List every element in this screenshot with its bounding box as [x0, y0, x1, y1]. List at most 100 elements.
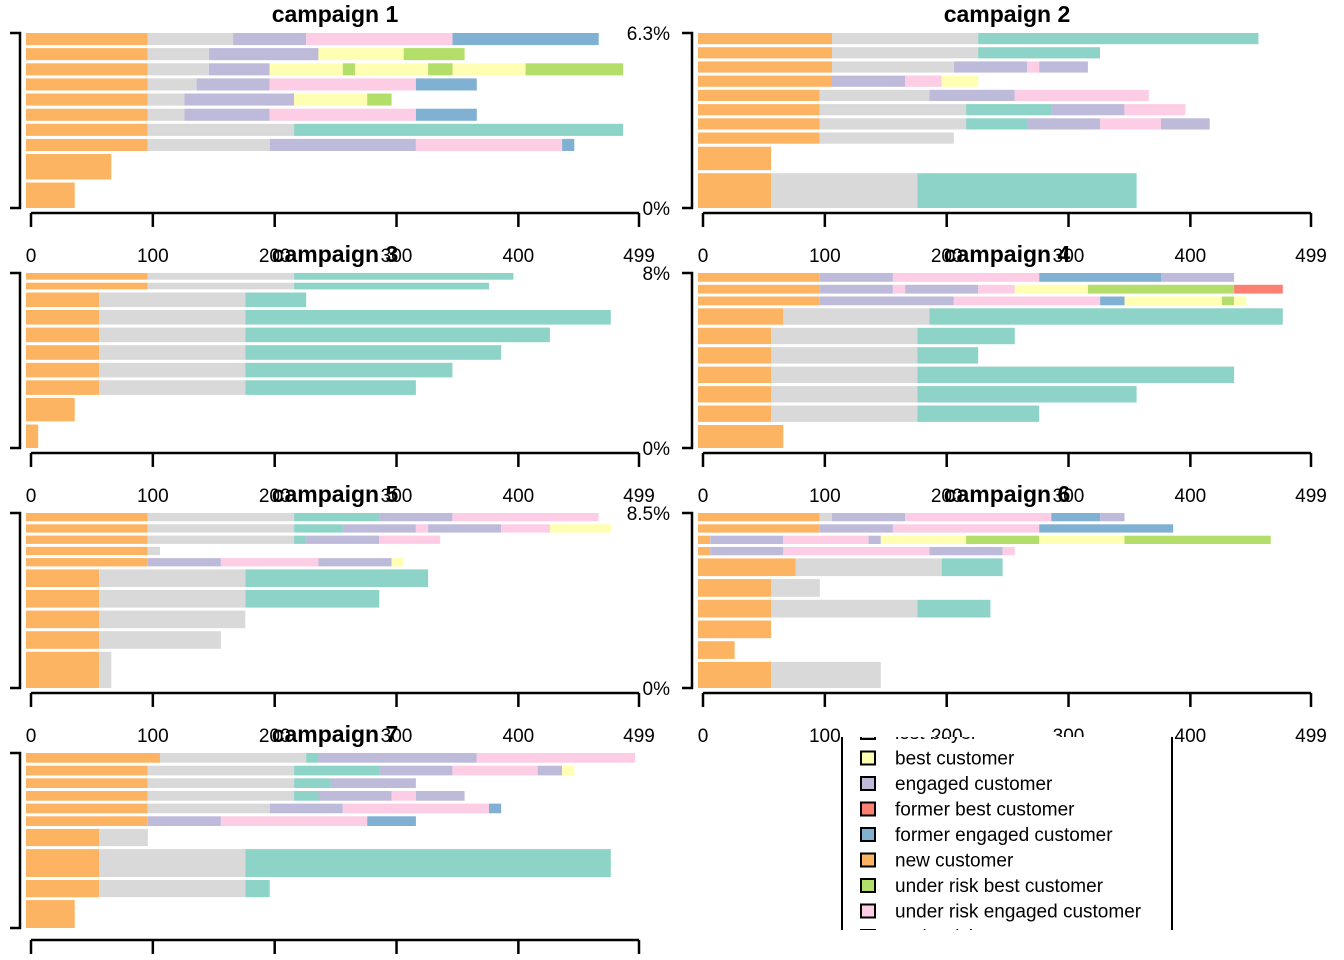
x-tick-label: 400	[1175, 726, 1207, 747]
segment-new	[26, 397, 75, 422]
segment-urnew	[99, 569, 246, 587]
segment-new	[698, 366, 772, 383]
x-tick-label: 0	[26, 486, 37, 507]
segment-best	[1014, 284, 1088, 294]
legend-swatch-new	[860, 852, 876, 868]
segment-lost	[245, 880, 270, 898]
segment-new	[698, 61, 832, 73]
sequence-row	[26, 380, 416, 395]
segment-new	[698, 599, 772, 618]
sequence-row	[698, 118, 1210, 130]
sequence-row	[26, 292, 307, 308]
legend-swatch-eng	[860, 776, 876, 791]
segment-new	[26, 123, 148, 136]
segment-eng	[832, 513, 906, 522]
x-tick-label: 100	[809, 726, 841, 747]
segment-new	[26, 78, 148, 91]
segment-eng	[342, 524, 416, 533]
segment-new	[698, 327, 772, 345]
sequence-row	[26, 778, 416, 788]
x-tick-label: 200	[259, 726, 291, 747]
legend-label: former best customer	[895, 800, 1075, 821]
x-tick-label: 0	[698, 486, 709, 507]
segment-urbest	[403, 48, 465, 61]
segment-eng	[819, 296, 954, 306]
segment-lost	[294, 778, 331, 788]
segment-new	[26, 182, 75, 208]
segment-feng	[415, 108, 477, 121]
segment-feng	[489, 803, 502, 814]
right-top-label: 6.3%	[627, 24, 670, 45]
segment-new	[698, 547, 711, 556]
segment-new	[698, 661, 772, 688]
sequence-row	[698, 558, 1003, 577]
sequence-row	[26, 108, 477, 121]
sequence-row	[698, 146, 772, 171]
sequence-row	[26, 345, 502, 360]
segment-urnew	[147, 513, 294, 522]
x-tick-label: 499	[623, 246, 655, 267]
legend-swatch-urbest	[860, 878, 876, 893]
segment-urnew	[99, 590, 246, 608]
segment-urnew	[819, 104, 966, 116]
segment-lost	[294, 123, 624, 136]
sequence-row	[26, 849, 611, 877]
segment-new	[698, 535, 711, 544]
segment-ureng	[220, 558, 319, 567]
sequence-row	[26, 765, 575, 776]
legend-label: under risk new customer	[895, 927, 1103, 948]
segment-lost	[294, 524, 343, 533]
segment-eng	[208, 63, 270, 76]
segment-urnew	[99, 362, 246, 378]
legend-swatch-fbest	[860, 801, 876, 817]
segment-urbest	[1221, 296, 1235, 306]
sequence-row	[698, 308, 1283, 325]
panel-title: campaign 2	[944, 1, 1071, 27]
segment-urnew	[147, 778, 294, 788]
segment-new	[26, 282, 148, 290]
legend-swatch-feng	[860, 827, 876, 842]
segment-new	[26, 273, 148, 280]
right-top-label: 8%	[643, 264, 671, 285]
segment-eng	[306, 535, 380, 544]
sequence-row	[698, 513, 1125, 522]
segment-eng	[710, 547, 784, 556]
segment-new	[26, 651, 100, 688]
segment-ureng	[269, 108, 416, 121]
segment-ureng	[220, 816, 368, 826]
segment-new	[698, 47, 832, 59]
segment-feng	[452, 33, 599, 46]
segment-urbest	[342, 63, 355, 76]
segment-new	[698, 620, 772, 639]
segment-lost	[294, 282, 489, 290]
segment-new	[26, 753, 160, 763]
segment-eng	[868, 535, 881, 544]
panel-title: campaign 5	[272, 481, 399, 507]
sequence-row	[698, 173, 1137, 208]
sequence-row	[698, 104, 1186, 116]
segment-eng	[415, 791, 465, 801]
segment-lost	[978, 33, 1259, 45]
segment-eng	[710, 535, 784, 544]
sequence-row	[698, 535, 1271, 544]
segment-new	[26, 310, 100, 325]
segment-eng	[184, 93, 295, 106]
segment-new	[26, 900, 75, 928]
segment-new	[26, 880, 100, 898]
segment-urnew	[771, 386, 918, 403]
segment-best	[1234, 296, 1247, 306]
segment-new	[698, 33, 832, 45]
x-tick-label: 100	[809, 486, 841, 507]
sequence-row	[698, 132, 954, 144]
x-tick-label: 0	[698, 246, 709, 267]
segment-eng	[318, 791, 392, 801]
segment-lost	[917, 386, 1137, 403]
segment-ureng	[452, 513, 599, 522]
sequence-row	[698, 33, 1259, 45]
segment-lost	[917, 327, 1015, 345]
segment-new	[26, 513, 148, 522]
segment-best	[549, 524, 611, 533]
segment-eng	[929, 89, 1015, 101]
sequence-row	[26, 791, 465, 801]
